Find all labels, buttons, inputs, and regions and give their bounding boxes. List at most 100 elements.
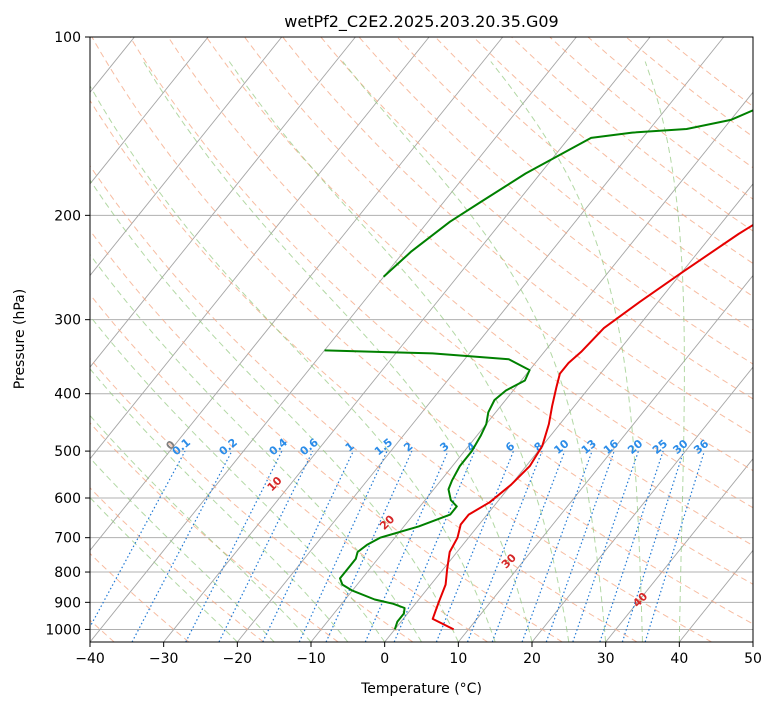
isotherm-line	[752, 641, 753, 642]
x-tick-label: −20	[223, 651, 253, 667]
dry-adiabat-line	[90, 552, 190, 642]
isotherm-line	[90, 37, 504, 552]
dry-adiabat-line	[434, 37, 753, 297]
isotherm-line	[90, 37, 577, 642]
dry-adiabat-line	[90, 229, 563, 642]
dry-adiabat-line	[90, 487, 264, 642]
mixing-ratio-line	[621, 450, 685, 642]
dry-adiabat-line	[90, 164, 638, 642]
y-tick-label: 100	[54, 30, 81, 46]
dry-adiabat-line	[90, 293, 488, 642]
isotherm-line	[90, 37, 209, 185]
x-tick-label: 50	[744, 651, 762, 667]
dry-adiabat-line	[91, 37, 753, 625]
mixing-ratio-label: 30	[670, 437, 690, 457]
mixing-ratio-line	[644, 450, 705, 642]
grid-layer	[0, 37, 753, 642]
mixing-ratio-line	[466, 450, 543, 642]
isotherm-line	[90, 37, 356, 368]
mixing-ratio-label: 13	[579, 437, 599, 457]
isotherm-line	[90, 37, 430, 460]
dry-adiabat-line	[90, 357, 414, 642]
y-tick-label: 600	[54, 491, 81, 507]
moist-adiabat-line	[90, 84, 496, 642]
chart-title: wetPf2_C2E2.2025.203.20.35.G09	[284, 12, 558, 32]
mixing-ratio-label: 3	[438, 440, 452, 455]
mixing-ratio-line	[545, 450, 615, 642]
y-tick-label: 700	[54, 531, 81, 547]
dry-adiabat-line	[205, 37, 753, 509]
y-tick-label: 1000	[45, 622, 81, 638]
mixing-ratio-label: 1	[343, 440, 357, 455]
dry-adiabat-line	[244, 37, 753, 472]
x-tick-label: 20	[523, 651, 541, 667]
dry-adiabat-line	[358, 37, 753, 365]
isotherm-line	[90, 37, 283, 277]
x-tick-label: −40	[75, 651, 105, 667]
mixing-ratio-label: 0.2	[217, 436, 240, 458]
moist-adiabat-line	[142, 61, 533, 642]
x-tick-label: −30	[149, 651, 179, 667]
moist-adiabat-line	[90, 179, 459, 642]
profile-lines	[324, 109, 753, 631]
mixing-ratio-lines	[90, 450, 705, 642]
moist-adiabat-line	[644, 61, 685, 642]
moist-adiabat-line	[90, 368, 349, 642]
y-tick-label: 200	[54, 208, 81, 224]
y-axis: 100 200 300 400 500 600 700 800 900 1000	[45, 30, 90, 638]
mixing-ratio-line	[325, 450, 413, 642]
dry-adiabat-line	[282, 37, 753, 435]
dry-adiabat-line	[587, 37, 753, 169]
moist-adiabat-line	[490, 61, 643, 642]
dry-adiabat-line	[90, 422, 339, 642]
mixing-ratio-line	[599, 450, 664, 642]
y-tick-label: 400	[54, 387, 81, 403]
dry-adiabat-line	[167, 37, 753, 547]
isotherm-line	[531, 366, 753, 642]
moist-adiabat-line	[90, 315, 386, 642]
isotherm-line	[384, 183, 753, 642]
mixing-ratio-line	[393, 450, 476, 642]
dry-adiabat-label: 30	[499, 551, 519, 571]
mixing-ratio-line	[262, 450, 354, 642]
mixing-ratio-label: 0.4	[267, 436, 291, 459]
dry-adiabat-line	[396, 37, 753, 331]
moist-adiabat-line	[90, 414, 312, 642]
plot-frame	[89, 36, 754, 643]
mixing-ratio-line	[572, 450, 639, 642]
moist-adiabat-line	[342, 61, 607, 642]
dry-adiabat-line	[320, 37, 753, 400]
x-tick-label: −10	[296, 651, 326, 667]
mixing-ratio-line	[298, 450, 388, 642]
y-axis-label: Pressure (hPa)	[12, 289, 28, 389]
isotherm-line	[236, 37, 725, 642]
x-tick-label: 30	[597, 651, 615, 667]
y-tick-label: 500	[54, 444, 81, 460]
x-axis-label: Temperature (°C)	[360, 681, 482, 697]
y-tick-label: 900	[54, 595, 81, 611]
isotherm-line	[163, 37, 651, 642]
isotherm-line	[605, 458, 753, 642]
dry-adiabat-line	[473, 37, 753, 265]
dewpoint-line	[324, 349, 531, 630]
x-tick-label: 0	[380, 651, 389, 667]
mixing-ratio-label: 10	[551, 437, 571, 457]
dry-adiabats	[90, 37, 753, 642]
mixing-ratio-label: 25	[650, 437, 670, 457]
x-tick-label: 10	[449, 651, 467, 667]
moist-adiabat-line	[90, 457, 275, 642]
mixing-ratio-line	[90, 450, 186, 629]
dewpoint-upper-line	[382, 109, 753, 278]
isotherm-line	[0, 37, 61, 642]
mixing-ratio-label: 0.6	[297, 436, 321, 459]
mixing-ratio-label: 2	[401, 440, 415, 455]
mixing-ratio-line	[521, 450, 593, 642]
dry-adiabat-line	[90, 99, 712, 642]
x-tick-label: 40	[670, 651, 688, 667]
dry-adiabat-label: 20	[377, 512, 397, 532]
mixing-ratio-line	[185, 450, 283, 642]
moist-adiabat-line	[90, 253, 422, 642]
mixing-ratio-line	[218, 450, 314, 642]
mixing-ratio-label: 6	[503, 439, 517, 454]
